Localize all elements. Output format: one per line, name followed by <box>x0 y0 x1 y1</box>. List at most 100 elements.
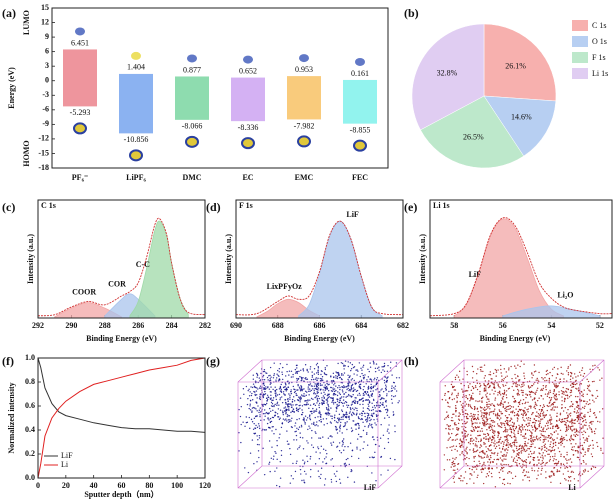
point <box>252 383 255 385</box>
point <box>494 399 496 401</box>
point <box>309 410 312 413</box>
point <box>319 477 322 479</box>
point <box>553 458 555 460</box>
point <box>577 456 580 459</box>
point <box>284 394 286 396</box>
point <box>573 478 576 480</box>
point <box>341 445 343 447</box>
point <box>584 470 587 472</box>
point <box>560 464 562 466</box>
point <box>577 412 579 414</box>
cube-frame <box>237 359 403 489</box>
point <box>452 460 455 462</box>
point <box>470 396 473 398</box>
point <box>457 376 460 378</box>
point <box>461 409 463 411</box>
point <box>346 404 348 406</box>
point <box>501 392 504 395</box>
point <box>508 367 510 369</box>
point <box>558 450 561 453</box>
point <box>504 407 506 410</box>
point <box>582 470 585 472</box>
point <box>255 372 258 375</box>
point <box>517 394 519 396</box>
point <box>506 452 508 454</box>
point <box>505 410 508 413</box>
point <box>297 428 300 431</box>
point <box>543 427 545 429</box>
point <box>581 394 583 397</box>
x-tick-label: 58 <box>450 321 458 330</box>
point <box>345 412 348 414</box>
point <box>550 423 553 425</box>
point <box>320 473 322 476</box>
point <box>483 388 486 390</box>
point <box>316 388 318 391</box>
point <box>558 382 560 384</box>
point <box>542 384 545 387</box>
point <box>356 389 359 392</box>
y-tick-label: -9 <box>42 119 49 128</box>
point <box>518 424 520 427</box>
point <box>346 388 348 391</box>
point <box>454 439 457 441</box>
point <box>494 414 497 417</box>
point <box>271 446 273 448</box>
point <box>390 390 392 392</box>
point <box>558 391 560 393</box>
point <box>344 424 347 426</box>
point <box>511 377 513 380</box>
point <box>519 409 521 412</box>
point <box>242 421 244 423</box>
point <box>553 449 556 451</box>
point <box>273 374 275 377</box>
point <box>524 433 527 436</box>
point <box>455 409 457 412</box>
point <box>581 369 583 372</box>
point <box>574 431 576 434</box>
point <box>503 483 506 486</box>
point <box>555 419 558 422</box>
point <box>462 390 464 392</box>
point <box>390 361 392 363</box>
point <box>279 386 282 389</box>
point <box>532 374 534 377</box>
point <box>569 384 572 386</box>
point <box>269 470 271 473</box>
point <box>316 392 318 395</box>
point <box>286 363 288 366</box>
point <box>448 433 450 435</box>
point <box>245 421 248 424</box>
point <box>572 377 574 379</box>
point <box>456 438 458 440</box>
point <box>262 393 265 395</box>
point <box>311 429 313 432</box>
point <box>472 442 475 445</box>
point <box>522 460 525 463</box>
point <box>560 366 562 369</box>
point <box>371 415 374 418</box>
point <box>476 417 479 420</box>
point <box>469 449 471 451</box>
point <box>538 416 540 419</box>
point <box>596 389 598 392</box>
point <box>280 388 283 391</box>
point <box>486 420 488 422</box>
point <box>531 426 534 429</box>
point <box>516 420 519 422</box>
point <box>343 438 345 440</box>
point <box>276 458 278 461</box>
point <box>452 477 455 480</box>
point <box>289 396 291 398</box>
point <box>267 386 269 389</box>
point <box>551 409 553 411</box>
point <box>395 377 398 379</box>
point <box>534 430 537 432</box>
point <box>285 388 287 391</box>
point <box>575 379 577 382</box>
point <box>338 401 340 404</box>
point <box>271 405 274 408</box>
pie-slice <box>483 23 557 102</box>
point <box>368 396 371 398</box>
point <box>314 410 316 412</box>
